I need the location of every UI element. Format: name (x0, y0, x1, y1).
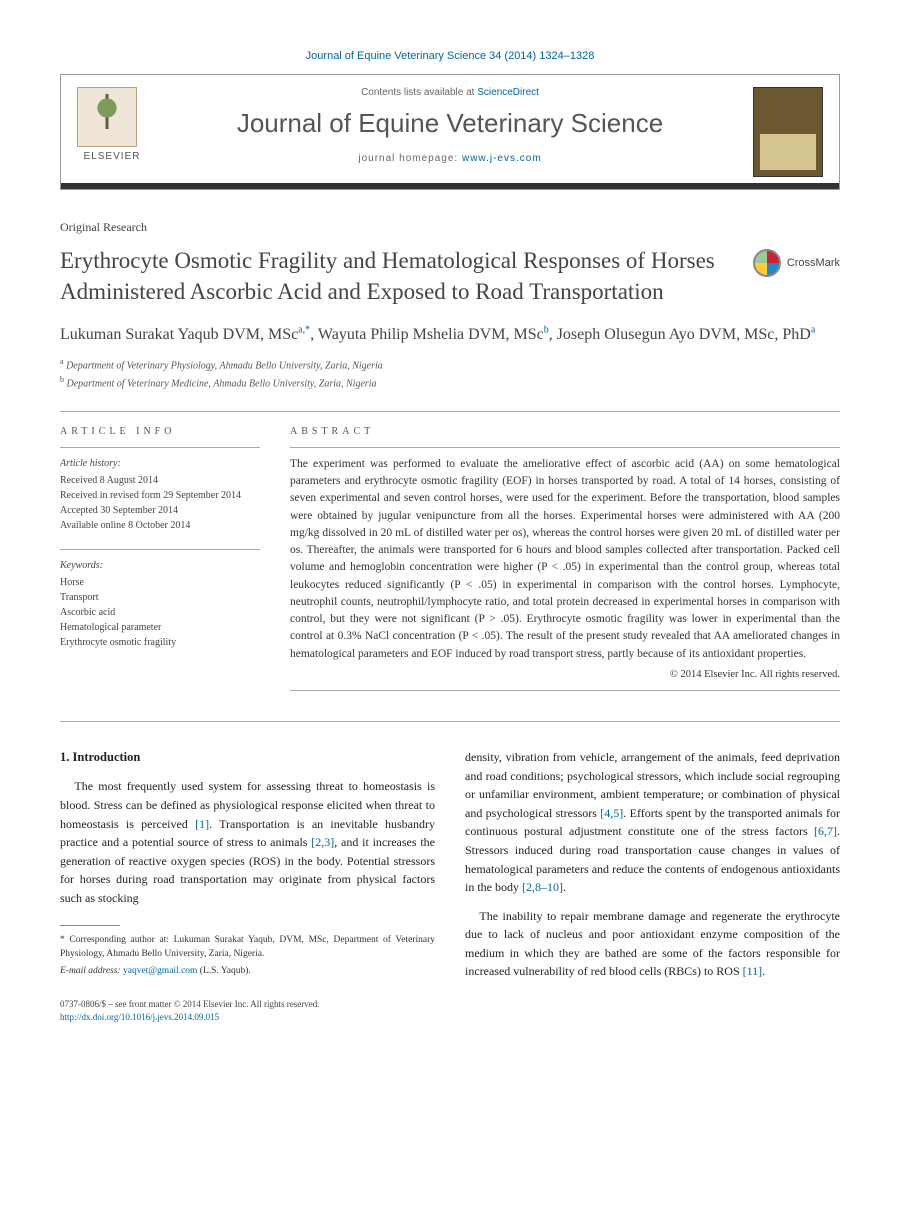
abstract-copyright: © 2014 Elsevier Inc. All rights reserved… (290, 669, 840, 680)
article-info-column: ARTICLE INFO Article history: Received 8… (60, 426, 260, 691)
crossmark-widget[interactable]: CrossMark (753, 249, 840, 277)
keyword-item: Transport (60, 590, 260, 605)
homepage-link[interactable]: www.j-evs.com (462, 153, 542, 164)
abstract-heading: ABSTRACT (290, 426, 840, 437)
corresponding-author-footnote: * Corresponding author at: Lukuman Surak… (60, 934, 435, 978)
body-text: . (762, 964, 765, 978)
elsevier-logo: ELSEVIER (77, 87, 147, 162)
section-rule (60, 411, 840, 412)
journal-title: Journal of Equine Veterinary Science (159, 108, 741, 139)
issn-line: 0737-0806/$ – see front matter © 2014 El… (60, 998, 435, 1011)
section-number: 1. (60, 750, 69, 764)
section-rule (60, 721, 840, 722)
article-title: Erythrocyte Osmotic Fragility and Hemato… (60, 245, 733, 307)
keyword-item: Erythrocyte osmotic fragility (60, 635, 260, 650)
email-attribution: (L.S. Yaqub). (200, 966, 251, 976)
history-online: Available online 8 October 2014 (60, 518, 260, 533)
elsevier-tree-icon (77, 87, 137, 147)
keyword-item: Hematological parameter (60, 620, 260, 635)
keywords-label: Keywords: (60, 558, 260, 573)
journal-citation: Journal of Equine Veterinary Science 34 … (60, 50, 840, 62)
author-3-affil: a (811, 325, 815, 336)
footnote-separator (60, 925, 120, 926)
journal-cover-thumbnail (753, 87, 823, 177)
author-1: Lukuman Surakat Yaqub DVM, MSc (60, 326, 298, 343)
article-footer: 0737-0806/$ – see front matter © 2014 El… (60, 998, 435, 1023)
history-accepted: Accepted 30 September 2014 (60, 503, 260, 518)
journal-masthead: ELSEVIER Contents lists available at Sci… (60, 74, 840, 190)
author-2: Wayuta Philip Mshelia DVM, MSc (318, 326, 544, 343)
author-2-affil: b (544, 325, 549, 336)
article-type: Original Research (60, 220, 840, 235)
keyword-item: Ascorbic acid (60, 605, 260, 620)
citation-link[interactable]: [1] (195, 817, 209, 831)
citation-link[interactable]: [11] (743, 964, 763, 978)
affiliation-a: Department of Veterinary Physiology, Ahm… (66, 361, 383, 372)
body-text: . (563, 880, 566, 894)
author-3: Joseph Olusegun Ayo DVM, MSc, PhD (557, 326, 811, 343)
citation-link[interactable]: [4,5] (600, 806, 623, 820)
crossmark-icon (753, 249, 781, 277)
crossmark-label: CrossMark (787, 257, 840, 269)
section-title: Introduction (73, 750, 141, 764)
body-text: The inability to repair membrane damage … (465, 909, 840, 979)
doi-link[interactable]: http://dx.doi.org/10.1016/j.jevs.2014.09… (60, 1012, 219, 1022)
abstract-text: The experiment was performed to evaluate… (290, 456, 840, 663)
article-history: Article history: Received 8 August 2014 … (60, 456, 260, 533)
body-two-column: 1. Introduction The most frequently used… (60, 748, 840, 1024)
body-paragraph: The most frequently used system for asse… (60, 777, 435, 907)
elsevier-word: ELSEVIER (77, 151, 147, 162)
author-list: Lukuman Surakat Yaqub DVM, MSca,*, Wayut… (60, 323, 840, 346)
email-link[interactable]: yaqvet@gmail.com (123, 966, 197, 976)
author-1-affil: a,* (298, 325, 310, 336)
keyword-item: Horse (60, 575, 260, 590)
homepage-prefix: journal homepage: (358, 153, 462, 164)
history-revised: Received in revised form 29 September 20… (60, 488, 260, 503)
affiliation-b: Department of Veterinary Medicine, Ahmad… (67, 378, 377, 389)
keywords-block: Keywords: Horse Transport Ascorbic acid … (60, 558, 260, 650)
body-paragraph: The inability to repair membrane damage … (465, 907, 840, 981)
contents-available-line: Contents lists available at ScienceDirec… (159, 87, 741, 98)
body-paragraph: density, vibration from vehicle, arrange… (465, 748, 840, 897)
citation-link[interactable]: [6,7] (814, 824, 837, 838)
sciencedirect-link[interactable]: ScienceDirect (477, 87, 539, 98)
affiliations: a Department of Veterinary Physiology, A… (60, 356, 840, 391)
section-heading: 1. Introduction (60, 748, 435, 767)
corr-author-text: * Corresponding author at: Lukuman Surak… (60, 934, 435, 961)
body-column-left: 1. Introduction The most frequently used… (60, 748, 435, 1024)
journal-homepage-line: journal homepage: www.j-evs.com (159, 153, 741, 164)
contents-prefix: Contents lists available at (361, 87, 477, 98)
email-label: E-mail address: (60, 966, 121, 976)
article-info-heading: ARTICLE INFO (60, 426, 260, 437)
history-label: Article history: (60, 456, 260, 471)
masthead-rule (61, 183, 839, 189)
body-column-right: density, vibration from vehicle, arrange… (465, 748, 840, 1024)
abstract-column: ABSTRACT The experiment was performed to… (290, 426, 840, 691)
citation-link[interactable]: [2,3] (311, 835, 334, 849)
citation-link[interactable]: [2,8–10] (522, 880, 563, 894)
history-received: Received 8 August 2014 (60, 473, 260, 488)
